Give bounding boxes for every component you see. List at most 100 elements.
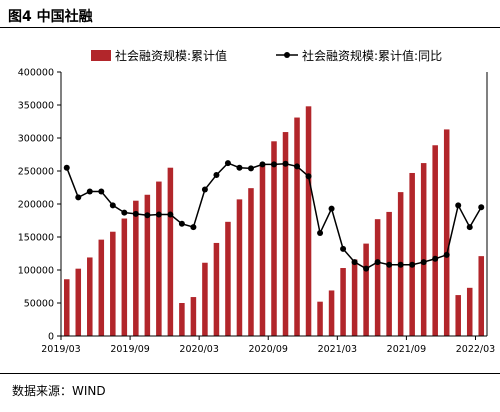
bar [225, 221, 231, 336]
legend: 社会融资规模:累计值 社会融资规模:累计值:同比 [91, 48, 442, 63]
line-point [478, 204, 485, 211]
bar [110, 231, 116, 336]
line-series [63, 160, 485, 272]
bar [213, 242, 220, 336]
bar [420, 163, 427, 336]
x-tick-label: 2022/03 [456, 344, 495, 355]
line-point [259, 161, 266, 168]
bar [121, 218, 128, 336]
x-tick-label: 2019/09 [110, 344, 149, 355]
line-point [351, 259, 358, 266]
line-point [155, 211, 162, 218]
data-source: 数据来源：WIND [12, 384, 106, 398]
line-point [109, 202, 116, 209]
line-point [98, 188, 105, 195]
line-point [363, 265, 370, 272]
y-tick-label: 300000 [18, 134, 54, 145]
line-point [432, 255, 439, 262]
line-point [305, 173, 312, 180]
line-point [397, 261, 404, 268]
bar [167, 167, 174, 336]
figure-title: 图4 中国社融 [8, 9, 93, 25]
line-point [224, 160, 231, 167]
bar [351, 259, 358, 336]
y-tick-label: 0 [48, 332, 54, 343]
chart: 社会融资规模:累计值 社会融资规模:累计值:同比 0 50000 100000 150… [18, 48, 495, 355]
line-point [236, 164, 243, 171]
x-tick-label: 2019/03 [41, 344, 80, 355]
legend-line-label: 社会融资规模:累计值:同比 [302, 48, 442, 63]
y-tick-label: 50000 [24, 299, 54, 310]
line-point [63, 164, 70, 171]
line-point [328, 205, 335, 212]
line-point [466, 224, 473, 231]
line-point [144, 212, 151, 219]
line-point [167, 211, 174, 218]
line-point [282, 160, 289, 167]
bar [156, 181, 162, 336]
bar [282, 132, 289, 336]
line-point [86, 188, 93, 195]
line-point [294, 163, 301, 170]
line-point [374, 259, 381, 266]
line-point [178, 220, 185, 227]
line-point [386, 261, 393, 268]
y-tick-label: 100000 [18, 266, 54, 277]
bar [455, 295, 461, 336]
bar [466, 287, 473, 336]
y-tick-label: 200000 [18, 200, 54, 211]
line-point [455, 202, 462, 209]
bar [248, 188, 254, 336]
line-point [132, 210, 139, 217]
bar [432, 145, 438, 336]
bar [317, 301, 323, 336]
x-tick-label: 2021/09 [387, 344, 426, 355]
bar [190, 297, 197, 336]
bar [271, 141, 277, 336]
line-point [247, 165, 254, 172]
bar [259, 164, 266, 336]
bar [98, 239, 105, 336]
x-tick-label: 2021/03 [318, 344, 357, 355]
line-point [213, 171, 220, 178]
line-point [420, 259, 427, 266]
line-point [271, 161, 277, 168]
bottom-rule [0, 373, 500, 374]
bar [340, 268, 346, 336]
bar [363, 243, 369, 336]
line-point [340, 245, 347, 252]
bar-series [63, 106, 485, 336]
legend-line-marker [284, 52, 290, 58]
line-point [201, 186, 208, 193]
bar [63, 279, 70, 336]
bar [202, 262, 208, 336]
bar [386, 211, 392, 336]
bar [144, 194, 151, 336]
x-axis: 2019/03 2019/09 2020/03 2020/09 2021/03 2021/… [41, 335, 495, 355]
bar [179, 303, 185, 336]
bar [294, 117, 300, 336]
bar [236, 199, 243, 336]
bar [133, 200, 139, 336]
line-point [443, 251, 450, 258]
bar [409, 172, 415, 336]
bar [87, 257, 93, 336]
bar [374, 219, 381, 336]
x-tick-label: 2020/09 [249, 344, 288, 355]
y-tick-label: 350000 [18, 101, 54, 112]
y-tick-label: 250000 [18, 167, 54, 178]
line-point [409, 261, 416, 268]
bar [305, 106, 312, 336]
line-point [190, 224, 197, 231]
line-point [75, 194, 82, 201]
line-point [317, 230, 324, 237]
bar [328, 290, 335, 336]
legend-bar-label: 社会融资规模:累计值 [115, 48, 227, 63]
legend-bar-swatch [91, 50, 111, 61]
top-rule [0, 27, 500, 28]
y-tick-label: 400000 [18, 68, 54, 79]
line-point [121, 209, 128, 216]
bar [443, 129, 450, 336]
bar [478, 256, 485, 336]
y-tick-label: 150000 [18, 233, 54, 244]
